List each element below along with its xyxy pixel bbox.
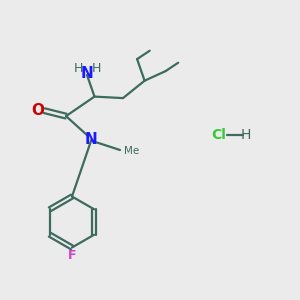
Text: F: F xyxy=(68,249,76,262)
Text: H: H xyxy=(73,62,83,75)
Text: Cl: Cl xyxy=(212,128,226,142)
Text: Me: Me xyxy=(124,146,139,157)
Text: N: N xyxy=(81,66,93,81)
Text: O: O xyxy=(31,103,44,118)
Text: H: H xyxy=(241,128,251,142)
Text: N: N xyxy=(85,132,98,147)
Text: H: H xyxy=(91,62,101,75)
